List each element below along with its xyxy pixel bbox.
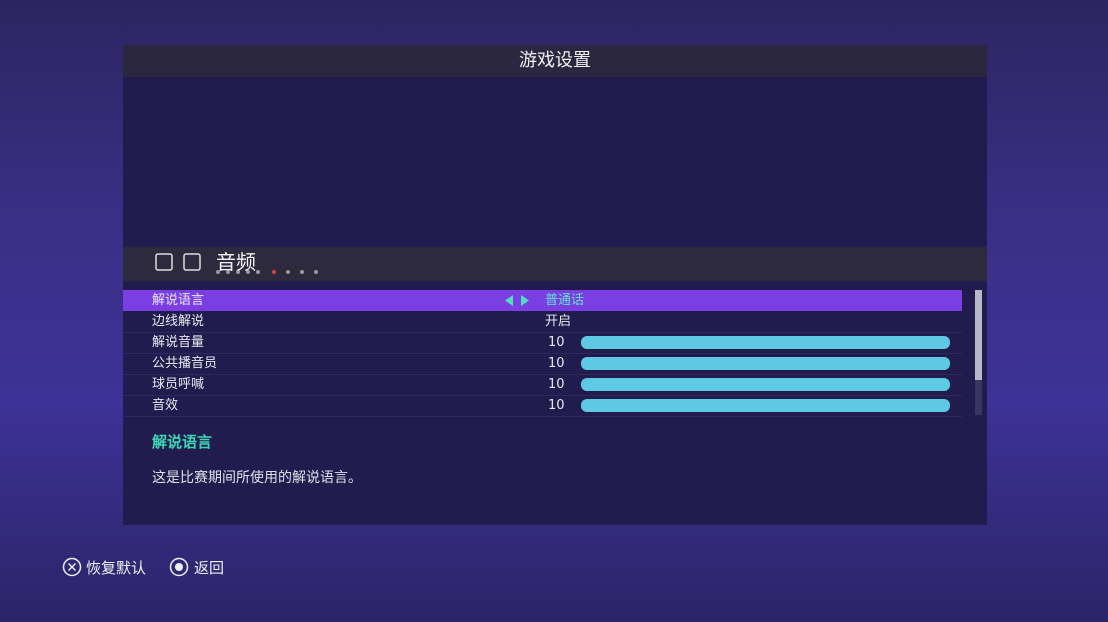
slider-track[interactable] <box>581 378 950 391</box>
settings-row[interactable]: 解说语言 普通话 <box>123 290 962 311</box>
row-value: 10 <box>548 377 565 392</box>
section-band <box>123 247 987 281</box>
description-text: 这是比赛期间所使用的解说语言。 <box>152 470 362 486</box>
row-label: 公共播音员 <box>152 356 218 371</box>
scroll-thumb[interactable] <box>975 290 982 380</box>
row-label: 球员呼喊 <box>152 377 205 392</box>
description-title: 解说语言 <box>152 433 213 451</box>
reset-defaults-button[interactable]: 恢复默认 <box>86 559 147 577</box>
section-icons <box>155 253 318 274</box>
row-value: 普通话 <box>545 293 585 308</box>
settings-row[interactable]: 音效 10 <box>123 395 962 417</box>
settings-row[interactable]: 边线解说 开启 <box>123 311 962 333</box>
row-label: 边线解说 <box>152 314 205 329</box>
back-button[interactable]: 返回 <box>194 559 225 577</box>
settings-row[interactable]: 解说音量 10 <box>123 332 962 354</box>
settings-row[interactable]: 公共播音员 10 <box>123 353 962 375</box>
slider-track[interactable] <box>581 399 950 412</box>
row-value: 10 <box>548 356 565 371</box>
section-title: 音频 <box>216 250 256 274</box>
row-label: 音效 <box>152 398 179 413</box>
row-value: 开启 <box>545 314 572 329</box>
settings-row[interactable]: 球员呼喊 10 <box>123 374 962 396</box>
header-title: 游戏设置 <box>123 45 987 77</box>
row-label: 解说语言 <box>152 293 205 308</box>
row-value: 10 <box>548 335 565 350</box>
slider-track[interactable] <box>581 336 950 349</box>
row-value: 10 <box>548 398 565 413</box>
option-arrows[interactable] <box>503 290 533 311</box>
o-button-icon <box>169 557 189 577</box>
x-button-icon <box>62 557 82 577</box>
row-label: 解说音量 <box>152 335 205 350</box>
slider-track[interactable] <box>581 357 950 370</box>
